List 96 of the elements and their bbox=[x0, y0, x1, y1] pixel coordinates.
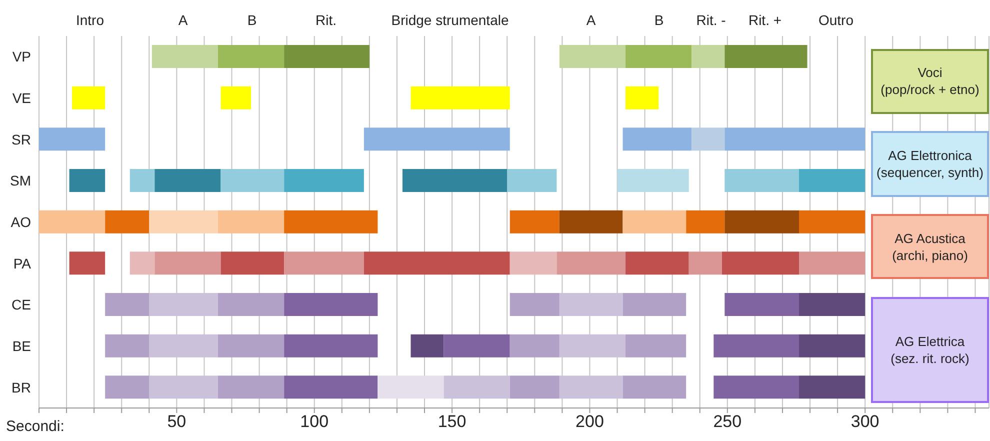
bar bbox=[284, 45, 370, 68]
bar bbox=[218, 334, 284, 358]
y-tick-label: BR bbox=[12, 379, 31, 396]
x-tick-label: 50 bbox=[167, 412, 186, 432]
bar bbox=[714, 334, 799, 358]
bar bbox=[622, 376, 686, 399]
bar bbox=[559, 293, 623, 316]
y-tick-label: VE bbox=[12, 90, 31, 106]
bar bbox=[724, 210, 799, 234]
text: B bbox=[247, 12, 257, 28]
bar bbox=[402, 169, 508, 192]
bar bbox=[559, 210, 623, 234]
x-axis-title: Secondi: bbox=[6, 418, 64, 435]
bar bbox=[724, 128, 866, 151]
text: A bbox=[586, 12, 596, 28]
x-tick-label: 100 bbox=[300, 412, 329, 432]
bar bbox=[105, 376, 150, 399]
bar bbox=[154, 169, 221, 192]
bar bbox=[130, 169, 155, 192]
bar bbox=[39, 210, 106, 234]
y-tick-label: SM bbox=[10, 172, 31, 189]
text: Outro bbox=[818, 12, 854, 28]
bar bbox=[220, 86, 252, 110]
bar bbox=[626, 334, 686, 358]
bar bbox=[72, 86, 106, 110]
bar bbox=[69, 169, 106, 192]
annotation: Voci (pop/rock + etno) bbox=[880, 64, 980, 98]
bar bbox=[149, 210, 218, 234]
group-box: AG Acustica (archi, piano) bbox=[871, 214, 989, 280]
bar bbox=[626, 252, 689, 275]
bar bbox=[507, 169, 557, 192]
y-tick-label: PA bbox=[13, 255, 32, 272]
bar bbox=[724, 169, 799, 192]
text: Rit. + bbox=[748, 12, 782, 28]
bar bbox=[220, 252, 284, 275]
bar bbox=[218, 293, 284, 316]
y-tick-label: CE bbox=[12, 296, 31, 313]
group-box: AG Elettronica (sequencer, synth) bbox=[871, 131, 989, 197]
bar bbox=[799, 376, 866, 399]
bar bbox=[622, 293, 686, 316]
y-tick-label: SR bbox=[12, 131, 31, 148]
group-box: AG Elettrica (sez. rit. rock) bbox=[871, 296, 989, 404]
text: A bbox=[178, 12, 188, 28]
group-box: Voci (pop/rock + etno) bbox=[871, 48, 989, 114]
bar bbox=[559, 376, 623, 399]
annotation: AG Elettrica (sez. rit. rock) bbox=[890, 332, 970, 367]
bar bbox=[284, 210, 378, 234]
bar bbox=[218, 210, 284, 234]
bar bbox=[559, 334, 626, 358]
bar bbox=[105, 293, 150, 316]
bar bbox=[378, 376, 444, 399]
x-tick-label: 250 bbox=[713, 412, 742, 432]
bar bbox=[69, 252, 106, 275]
bar bbox=[626, 86, 659, 110]
bar bbox=[284, 293, 378, 316]
x-tick-label: 300 bbox=[850, 412, 880, 432]
bar bbox=[510, 376, 560, 399]
bar bbox=[617, 169, 689, 192]
bar bbox=[444, 376, 510, 399]
bar bbox=[799, 334, 866, 358]
annotation: AG Acustica (archi, piano) bbox=[892, 230, 968, 264]
bar bbox=[364, 252, 510, 275]
bar bbox=[105, 334, 150, 358]
bar bbox=[559, 45, 626, 68]
y-tick-label: BE bbox=[12, 338, 31, 354]
bar bbox=[626, 45, 692, 68]
bar bbox=[410, 86, 510, 110]
bar bbox=[284, 376, 378, 399]
bar bbox=[724, 45, 808, 68]
bar bbox=[722, 252, 799, 275]
bar bbox=[622, 210, 686, 234]
bar bbox=[799, 252, 866, 275]
bar bbox=[510, 252, 557, 275]
bar bbox=[149, 376, 218, 399]
bar bbox=[510, 334, 560, 358]
text: Intro bbox=[76, 12, 104, 28]
bar bbox=[152, 45, 218, 68]
bar bbox=[130, 252, 155, 275]
bar bbox=[220, 169, 284, 192]
bar bbox=[218, 376, 284, 399]
text: Rit. - bbox=[696, 12, 726, 28]
bar bbox=[692, 45, 725, 68]
bar bbox=[149, 334, 218, 358]
bar bbox=[692, 128, 725, 151]
x-tick-label: 150 bbox=[438, 412, 466, 432]
bar bbox=[149, 293, 218, 316]
text: B bbox=[654, 12, 664, 28]
text: Bridge strumentale bbox=[391, 12, 509, 28]
x-tick-label: 200 bbox=[576, 412, 604, 432]
bar bbox=[714, 376, 799, 399]
bar bbox=[284, 169, 364, 192]
bar bbox=[284, 334, 378, 358]
text: Rit. bbox=[316, 12, 336, 28]
annotation: AG Elettronica (sequencer, synth) bbox=[876, 146, 984, 181]
y-tick-label: VP bbox=[12, 48, 31, 65]
y-tick-label: AO bbox=[10, 214, 32, 230]
